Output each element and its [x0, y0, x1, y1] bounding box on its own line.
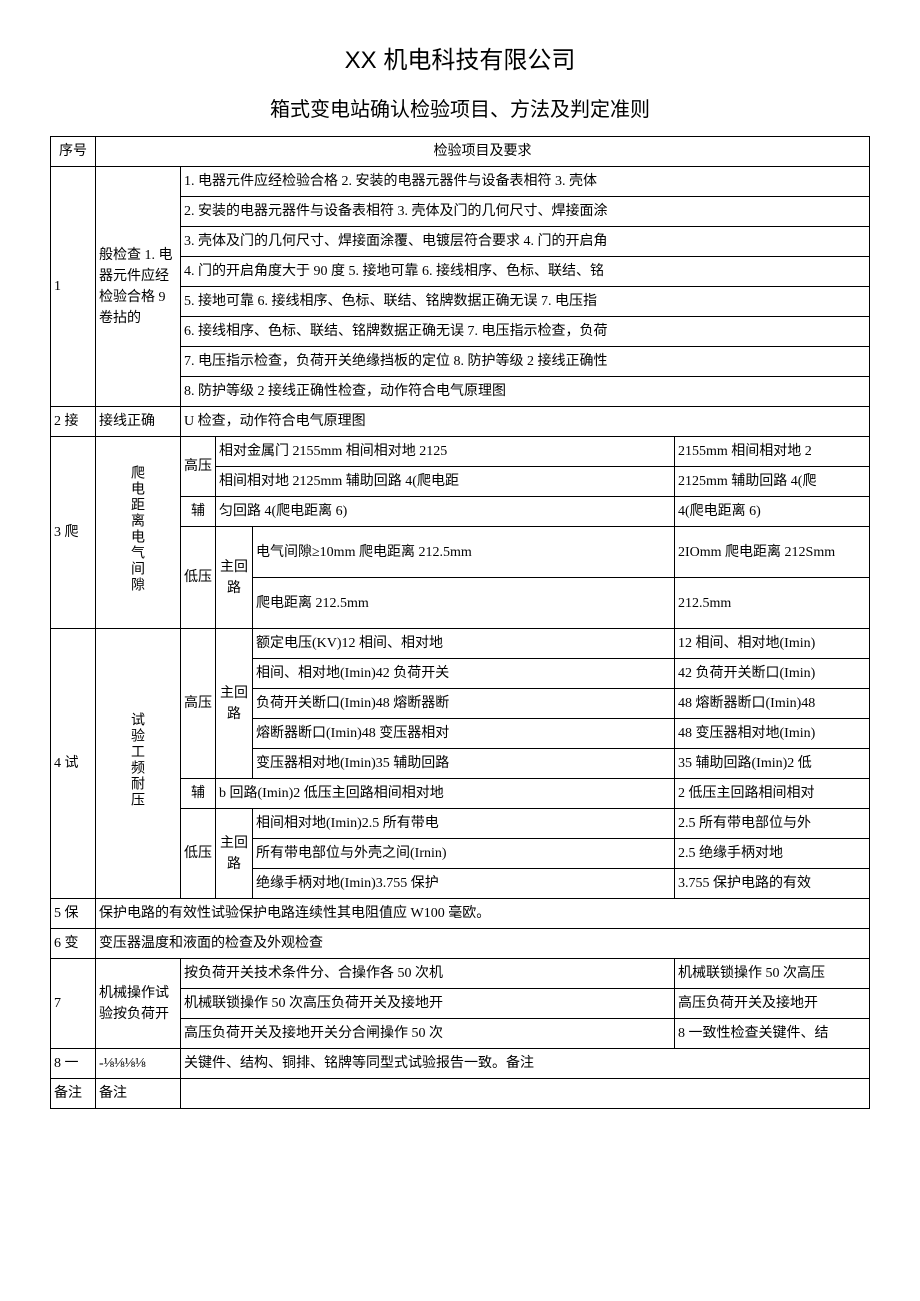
cell-aux: 辅 — [181, 779, 216, 809]
cell-content: 电气间隙≥10mm 爬电距离 212.5mm — [253, 527, 675, 578]
cell-lv: 低压 — [181, 527, 216, 629]
cell-desc: 接线正确 — [96, 407, 181, 437]
cell-content: 1. 电器元件应经检验合格 2. 安装的电器元器件与设备表相符 3. 壳体 — [181, 167, 870, 197]
cell-hv: 高压 — [181, 437, 216, 497]
cell-content: 4. 门的开启角度大于 90 度 5. 接地可靠 6. 接线相序、色标、联结、铭 — [181, 257, 870, 287]
cell-desc: 机械操作试验按负荷开 — [96, 959, 181, 1049]
cell-content: 35 辅助回路(Imin)2 低 — [675, 749, 870, 779]
cell-content: 2IOmm 爬电距离 212Smm — [675, 527, 870, 578]
cell-content: 42 负荷开关断口(Imin) — [675, 659, 870, 689]
table-row: 2 接 接线正确 U 检查，动作符合电气原理图 — [51, 407, 870, 437]
table-row: 5 保 保护电路的有效性试验保护电路连续性其电阻值应 W100 毫欧。 — [51, 899, 870, 929]
cell-content: 12 相间、相对地(Imin) — [675, 629, 870, 659]
cell-main: 主回路 — [216, 809, 253, 899]
cell-hv: 高压 — [181, 629, 216, 779]
cell-content: 48 熔断器断口(Imin)48 — [675, 689, 870, 719]
cell-content: 2155mm 相间相对地 2 — [675, 437, 870, 467]
cell-no: 备注 — [51, 1079, 96, 1109]
cell-desc: 试验工频耐压 — [96, 629, 181, 899]
cell-content: 负荷开关断口(Imin)48 熔断器断 — [253, 689, 675, 719]
cell-lv: 低压 — [181, 809, 216, 899]
cell-aux: 辅 — [181, 497, 216, 527]
cell-content: 熔断器断口(Imin)48 变压器相对 — [253, 719, 675, 749]
cell-main: 主回路 — [216, 629, 253, 779]
cell-no: 1 — [51, 167, 96, 407]
cell-content: U 检查，动作符合电气原理图 — [181, 407, 870, 437]
cell-desc: 般检查 1. 电器元件应经检验合格 9 卷拈的 — [96, 167, 181, 407]
cell-content: 额定电压(KV)12 相间、相对地 — [253, 629, 675, 659]
cell-content: 2125mm 辅助回路 4(爬 — [675, 467, 870, 497]
cell-content: 7. 电压指示检查，负荷开关绝缘挡板的定位 8. 防护等级 2 接线正确性 — [181, 347, 870, 377]
cell-content: 关键件、结构、铜排、铭牌等同型式试验报告一致。备注 — [181, 1049, 870, 1079]
inspection-table: 序号 检验项目及要求 1 般检查 1. 电器元件应经检验合格 9 卷拈的 1. … — [50, 136, 870, 1109]
cell-no: 7 — [51, 959, 96, 1049]
table-row: 7 机械操作试验按负荷开 按负荷开关技术条件分、合操作各 50 次机 机械联锁操… — [51, 959, 870, 989]
cell-main: 主回路 — [216, 527, 253, 629]
cell-content: 2. 安装的电器元器件与设备表相符 3. 壳体及门的几何尺寸、焊接面涂 — [181, 197, 870, 227]
cell-content: 相间、相对地(Imin)42 负荷开关 — [253, 659, 675, 689]
table-row: 1 般检查 1. 电器元件应经检验合格 9 卷拈的 1. 电器元件应经检验合格 … — [51, 167, 870, 197]
cell-no: 8 一 — [51, 1049, 96, 1079]
cell-content: 绝缘手柄对地(Imin)3.755 保护 — [253, 869, 675, 899]
cell-content: 高压负荷开关及接地开 — [675, 989, 870, 1019]
cell-content: 3.755 保护电路的有效 — [675, 869, 870, 899]
table-header-row: 序号 检验项目及要求 — [51, 137, 870, 167]
cell-content: 变压器相对地(Imin)35 辅助回路 — [253, 749, 675, 779]
cell-content: 爬电距离 212.5mm — [253, 578, 675, 629]
cell-content: 2.5 所有带电部位与外 — [675, 809, 870, 839]
table-row: 3 爬 爬电距离电气间隙 高压 相对金属门 2155mm 相间相对地 2125 … — [51, 437, 870, 467]
cell-no: 2 接 — [51, 407, 96, 437]
col-header-req: 检验项目及要求 — [96, 137, 870, 167]
cell-content: 8 一致性检查关键件、结 — [675, 1019, 870, 1049]
cell-content: 匀回路 4(爬电距离 6) — [216, 497, 675, 527]
cell-content: 2 低压主回路相间相对 — [675, 779, 870, 809]
table-row: 6 变 变压器温度和液面的检查及外观检查 — [51, 929, 870, 959]
cell-content: 机械联锁操作 50 次高压 — [675, 959, 870, 989]
cell-content: 相对金属门 2155mm 相间相对地 2125 — [216, 437, 675, 467]
cell-content: 所有带电部位与外壳之间(Irnin) — [253, 839, 675, 869]
cell-content: 2.5 绝缘手柄对地 — [675, 839, 870, 869]
cell-content: 5. 接地可靠 6. 接线相序、色标、联结、铭牌数据正确无误 7. 电压指 — [181, 287, 870, 317]
cell-no: 3 爬 — [51, 437, 96, 629]
cell-content: 4(爬电距离 6) — [675, 497, 870, 527]
cell-content: 6. 接线相序、色标、联结、铭牌数据正确无误 7. 电压指示检查，负荷 — [181, 317, 870, 347]
cell-desc: 爬电距离电气间隙 — [96, 437, 181, 629]
col-header-no: 序号 — [51, 137, 96, 167]
cell-content: 变压器温度和液面的检查及外观检查 — [96, 929, 870, 959]
cell-content: 48 变压器相对地(Imin) — [675, 719, 870, 749]
doc-title: XX 机电科技有限公司 — [50, 40, 870, 75]
cell-no: 6 变 — [51, 929, 96, 959]
cell-no: 5 保 — [51, 899, 96, 929]
cell-desc: -⅛⅛⅛⅛ — [96, 1049, 181, 1079]
cell-content: 机械联锁操作 50 次高压负荷开关及接地开 — [181, 989, 675, 1019]
cell-content: 相间相对地(Imin)2.5 所有带电 — [253, 809, 675, 839]
cell-content: 212.5mm — [675, 578, 870, 629]
table-row: 4 试 试验工频耐压 高压 主回路 额定电压(KV)12 相间、相对地 12 相… — [51, 629, 870, 659]
doc-subtitle: 箱式变电站确认检验项目、方法及判定准则 — [50, 93, 870, 122]
cell-content: 按负荷开关技术条件分、合操作各 50 次机 — [181, 959, 675, 989]
cell-content: 3. 壳体及门的几何尺寸、焊接面涂覆、电镀层符合要求 4. 门的开启角 — [181, 227, 870, 257]
cell-content: b 回路(Imin)2 低压主回路相间相对地 — [216, 779, 675, 809]
cell-content: 8. 防护等级 2 接线正确性检查，动作符合电气原理图 — [181, 377, 870, 407]
table-row: 8 一 -⅛⅛⅛⅛ 关键件、结构、铜排、铭牌等同型式试验报告一致。备注 — [51, 1049, 870, 1079]
cell-desc: 备注 — [96, 1079, 181, 1109]
cell-content: 保护电路的有效性试验保护电路连续性其电阻值应 W100 毫欧。 — [96, 899, 870, 929]
table-row: 备注 备注 — [51, 1079, 870, 1109]
cell-content: 高压负荷开关及接地开关分合闸操作 50 次 — [181, 1019, 675, 1049]
cell-content — [181, 1079, 870, 1109]
cell-no: 4 试 — [51, 629, 96, 899]
cell-content: 相间相对地 2125mm 辅助回路 4(爬电距 — [216, 467, 675, 497]
